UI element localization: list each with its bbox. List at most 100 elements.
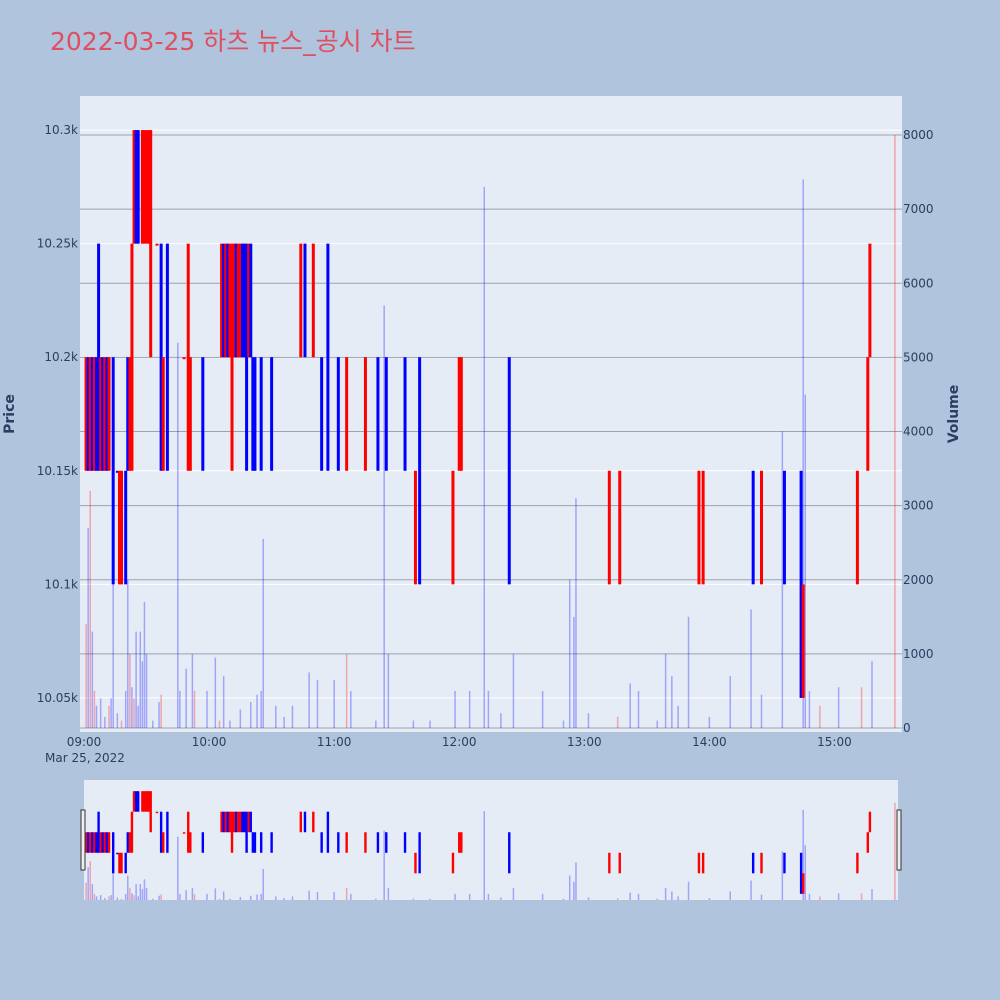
candle bbox=[507, 357, 511, 585]
range-slider-candle bbox=[451, 852, 455, 874]
volume-bar bbox=[316, 679, 319, 728]
candle bbox=[247, 243, 251, 358]
candle bbox=[238, 243, 242, 358]
range-slider-volume-bar bbox=[894, 802, 896, 900]
range-slider-candle bbox=[105, 832, 109, 853]
volume-bar bbox=[152, 720, 154, 728]
range-slider-volume-bar bbox=[262, 868, 265, 900]
range-slider-volume-bar bbox=[110, 895, 112, 900]
range-slider-volume-bar bbox=[93, 893, 96, 900]
candle bbox=[222, 243, 226, 358]
range-slider-volume-bar bbox=[316, 892, 319, 900]
candle bbox=[120, 470, 124, 585]
price-candles bbox=[84, 130, 872, 698]
candle bbox=[413, 470, 417, 585]
volume-bar bbox=[345, 653, 348, 728]
volume-bar bbox=[275, 705, 277, 728]
volume-bar bbox=[616, 716, 619, 728]
y2-tick-label: 0 bbox=[903, 721, 911, 735]
x-tick-label: 12:00 bbox=[442, 735, 477, 749]
range-slider-left-handle[interactable] bbox=[80, 809, 86, 871]
candle bbox=[855, 470, 859, 585]
range-slider-right-handle[interactable] bbox=[896, 809, 902, 871]
range-slider-volume-bar bbox=[568, 875, 571, 900]
volume-bar bbox=[500, 713, 502, 728]
candle bbox=[253, 357, 257, 471]
x-tick-label: 10:00 bbox=[192, 735, 227, 749]
volume-bar bbox=[429, 720, 431, 728]
range-slider-candle bbox=[868, 811, 872, 833]
range-slider-volume-bar bbox=[127, 875, 129, 900]
volume-bar bbox=[308, 672, 310, 728]
range-slider-candle bbox=[93, 832, 96, 853]
volume-bar bbox=[487, 690, 490, 728]
volume-bar bbox=[256, 694, 258, 728]
candle bbox=[101, 357, 105, 471]
range-slider-volume-bar bbox=[179, 893, 181, 900]
volume-bar bbox=[656, 720, 659, 728]
range-slider[interactable] bbox=[84, 780, 898, 900]
range-slider-volume-bar bbox=[500, 897, 502, 900]
range-slider-candle bbox=[458, 832, 461, 853]
candle bbox=[103, 357, 107, 471]
candle bbox=[384, 357, 388, 471]
range-slider-candle bbox=[124, 852, 127, 874]
volume-bar bbox=[120, 720, 123, 728]
candle bbox=[418, 357, 422, 585]
range-slider-volume-bar bbox=[229, 898, 231, 900]
range-slider-volume-bar bbox=[483, 811, 485, 900]
range-slider-volume-bar bbox=[664, 887, 667, 900]
range-slider-volume-bar bbox=[454, 893, 456, 900]
candle bbox=[363, 357, 367, 471]
volume-bar bbox=[483, 186, 485, 728]
range-slider-volume-bar bbox=[629, 892, 631, 900]
range-slider-volume-bar bbox=[429, 898, 431, 900]
range-slider-candle bbox=[801, 873, 805, 894]
range-slider-volume-bar bbox=[185, 890, 187, 900]
range-slider-volume-bar bbox=[760, 894, 763, 900]
range-slider-volume-bar bbox=[573, 881, 575, 900]
range-slider-volume-bar bbox=[412, 898, 415, 900]
volume-bar bbox=[239, 709, 242, 728]
volume-bar bbox=[729, 676, 731, 728]
range-slider-volume-bar bbox=[129, 887, 131, 900]
range-slider-volume-bar bbox=[283, 898, 285, 900]
candle bbox=[111, 357, 115, 585]
candle bbox=[320, 357, 324, 471]
range-slider-candle bbox=[137, 791, 140, 812]
volume-bar bbox=[894, 135, 896, 728]
volume-bar bbox=[87, 527, 89, 728]
candle bbox=[165, 243, 169, 471]
volume-bar bbox=[781, 431, 784, 728]
range-slider-candle bbox=[187, 811, 190, 853]
range-slider-candle bbox=[376, 832, 380, 853]
range-slider-volume-bar bbox=[808, 893, 811, 900]
x-tick-label: 15:00 bbox=[817, 735, 852, 749]
range-slider-candle bbox=[760, 852, 763, 874]
volume-bar bbox=[158, 702, 160, 728]
candle bbox=[136, 130, 140, 244]
range-slider-candle bbox=[118, 852, 121, 874]
range-slider-volume-bar bbox=[214, 888, 217, 900]
candle bbox=[270, 357, 274, 471]
volume-bar bbox=[193, 690, 196, 728]
candle bbox=[147, 130, 151, 244]
volume-bar bbox=[135, 631, 137, 728]
volume-bar bbox=[677, 705, 679, 728]
candle bbox=[159, 243, 163, 471]
range-slider-volume-bar bbox=[141, 889, 144, 900]
range-slider-candle bbox=[126, 832, 129, 853]
volume-bar bbox=[89, 490, 92, 728]
candle bbox=[126, 357, 130, 471]
range-slider-candle bbox=[99, 832, 102, 853]
range-slider-volume-bar bbox=[104, 898, 106, 900]
range-slider-candle bbox=[159, 811, 163, 853]
volume-bar bbox=[177, 342, 179, 728]
range-slider-volume-bar bbox=[222, 891, 225, 900]
range-slider-candle bbox=[337, 832, 340, 853]
range-slider-candle bbox=[111, 832, 115, 874]
range-slider-volume-bar bbox=[781, 851, 784, 900]
y-tick-label: 10.25k bbox=[37, 237, 78, 251]
candle bbox=[782, 470, 786, 585]
